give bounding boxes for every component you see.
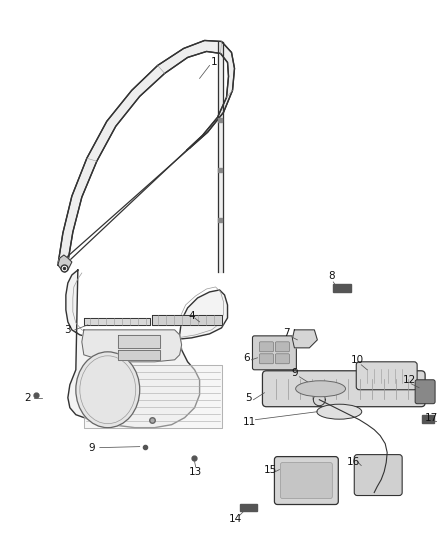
Ellipse shape <box>296 381 346 397</box>
Text: 3: 3 <box>64 325 71 335</box>
Text: 16: 16 <box>346 457 360 466</box>
FancyBboxPatch shape <box>276 354 290 364</box>
Polygon shape <box>333 284 351 292</box>
Text: 12: 12 <box>403 375 416 385</box>
Text: 8: 8 <box>328 271 335 281</box>
FancyBboxPatch shape <box>280 463 332 498</box>
Text: 17: 17 <box>424 413 438 423</box>
FancyBboxPatch shape <box>276 342 290 352</box>
FancyBboxPatch shape <box>252 336 297 370</box>
Polygon shape <box>422 415 434 423</box>
Text: 15: 15 <box>264 465 277 474</box>
Text: 1: 1 <box>211 58 218 68</box>
FancyBboxPatch shape <box>356 362 417 390</box>
Polygon shape <box>152 315 222 325</box>
Text: 13: 13 <box>189 466 202 477</box>
Polygon shape <box>118 350 160 360</box>
Polygon shape <box>82 330 182 362</box>
FancyBboxPatch shape <box>262 371 425 407</box>
Polygon shape <box>118 335 160 348</box>
Text: 11: 11 <box>243 417 256 427</box>
FancyBboxPatch shape <box>259 342 273 352</box>
Text: 7: 7 <box>283 328 290 338</box>
Text: 9: 9 <box>88 442 95 453</box>
Text: 5: 5 <box>245 393 252 403</box>
FancyBboxPatch shape <box>275 457 338 505</box>
Text: 9: 9 <box>291 368 298 378</box>
Text: 10: 10 <box>351 355 364 365</box>
FancyBboxPatch shape <box>415 380 435 403</box>
Polygon shape <box>66 270 227 427</box>
Ellipse shape <box>76 352 140 427</box>
Text: 4: 4 <box>188 311 195 321</box>
Ellipse shape <box>317 404 362 419</box>
Polygon shape <box>240 504 258 512</box>
Polygon shape <box>293 330 318 348</box>
Text: 2: 2 <box>25 393 31 403</box>
Polygon shape <box>84 365 222 427</box>
FancyBboxPatch shape <box>259 354 273 364</box>
Polygon shape <box>218 43 223 272</box>
FancyBboxPatch shape <box>354 455 402 496</box>
Polygon shape <box>84 318 150 325</box>
Polygon shape <box>58 41 234 265</box>
Text: 6: 6 <box>243 353 250 363</box>
Text: 14: 14 <box>229 514 242 524</box>
Polygon shape <box>58 255 72 272</box>
